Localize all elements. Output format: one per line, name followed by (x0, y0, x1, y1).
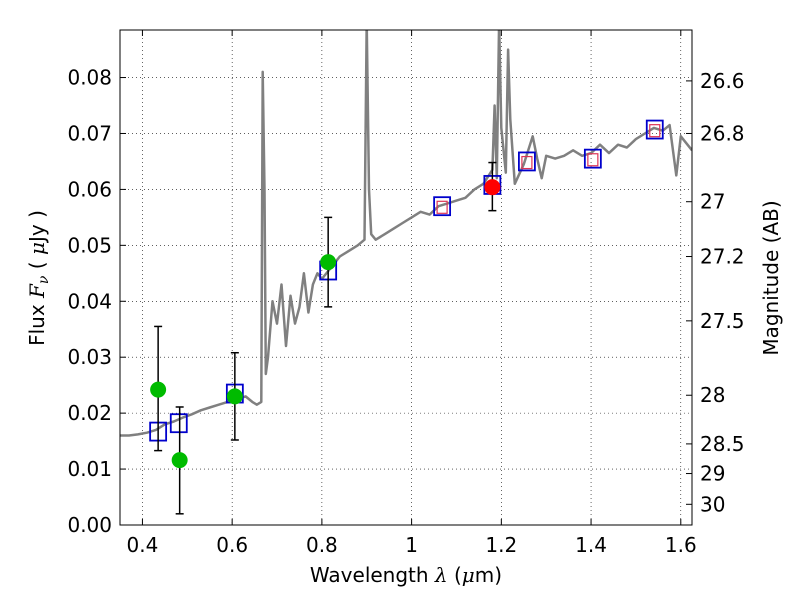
x-axis: 0.4 0.6 0.8 1 1.2 1.4 1.6 (127, 30, 697, 557)
y-tick-label: 0.03 (67, 345, 112, 369)
y-tick-label: 0.01 (67, 457, 112, 481)
model-photometry-square (518, 151, 536, 172)
pink-square (587, 153, 599, 167)
pink-square (436, 200, 448, 214)
y2-tick-label: 28 (700, 383, 725, 407)
y-axis: 0.00 0.01 0.02 0.03 0.04 0.05 0.06 0.07 0.08 (67, 66, 126, 537)
y2-tick-label: 28.5 (700, 432, 745, 456)
plot-frame (119, 29, 693, 526)
model-photometry-square (583, 148, 602, 169)
y-tick-label: 0.08 (67, 66, 112, 90)
pink-square (649, 124, 661, 138)
y-tick-label: 0.05 (67, 233, 112, 257)
y2-tick-label: 29 (700, 462, 725, 486)
y-tick-label: 0.00 (67, 513, 112, 537)
green-data-point (150, 381, 167, 398)
green-data-point (226, 388, 243, 405)
pink-square (521, 155, 533, 170)
y2-axis-title: Magnitude (AB) (759, 200, 783, 355)
red-data-point (484, 179, 501, 196)
y2-tick-label: 26.6 (700, 69, 745, 93)
y-tick-label: 0.02 (67, 401, 112, 425)
model-photometry-square (169, 413, 188, 434)
green-data-point (320, 254, 337, 271)
y-axis-title: Flux Fν ( μJy ) (25, 210, 52, 346)
green-data-point (171, 452, 188, 469)
grid-layer (120, 30, 692, 526)
model-photometry-square (433, 196, 452, 217)
y2-tick-label: 30 (700, 492, 725, 516)
x-tick-label: 0.4 (127, 533, 159, 557)
x-tick-label: 0.6 (216, 533, 248, 557)
y-tick-label: 0.04 (67, 289, 112, 313)
y2-tick-label: 26.8 (700, 121, 745, 145)
model-spectrum-line (120, 30, 692, 437)
x-tick-label: 1.6 (665, 533, 697, 557)
x-tick-label: 1.4 (575, 533, 607, 557)
x-tick-label: 1.2 (485, 533, 517, 557)
x-tick-label: 0.8 (306, 533, 338, 557)
y-tick-label: 0.07 (67, 121, 112, 145)
y2-tick-label: 27 (700, 190, 725, 214)
y2-tick-label: 27.2 (700, 245, 745, 269)
x-axis-title: Wavelength λ (μm) (310, 563, 502, 587)
model-photometry-square (645, 119, 664, 140)
x-tick-label: 1 (405, 533, 418, 557)
y2-tick-label: 27.5 (700, 309, 745, 333)
y2-axis: 26.6 26.8 27 27.2 27.5 28 28.5 29 30 (686, 69, 745, 516)
y-tick-label: 0.06 (67, 177, 112, 201)
plot-layer (120, 30, 692, 515)
